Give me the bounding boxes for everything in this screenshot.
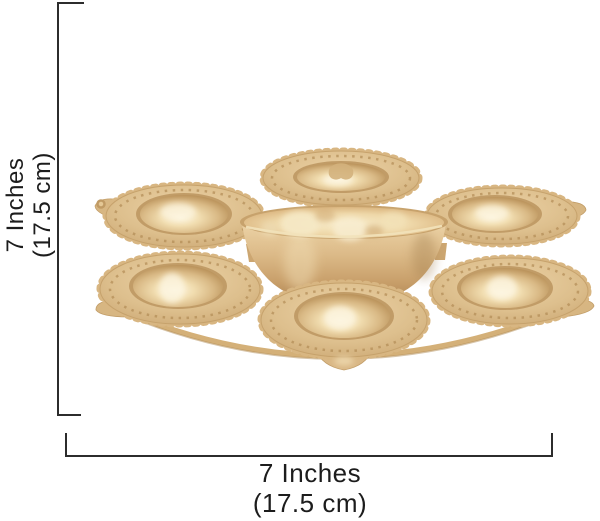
diya-top-right: [423, 184, 587, 248]
horizontal-dimension-line: [65, 455, 553, 457]
diya-top: [259, 147, 423, 209]
diya-spout-knob: [96, 199, 106, 209]
diya-lace-ring: [270, 154, 412, 202]
bowl-body-highlight: [284, 234, 316, 290]
diya-cup-highlight: [487, 276, 517, 300]
vertical-dimension-tick-bottom: [57, 414, 81, 416]
vertical-dimension-tick-top: [57, 2, 84, 4]
diya-cup-highlight: [159, 273, 185, 303]
horizontal-dimension-inches: 7 Inches: [258, 458, 362, 488]
diya-heart-spout: [328, 163, 354, 180]
diya-cup-highlight: [475, 205, 509, 221]
vertical-dimension-inches: 7 Inches: [2, 157, 29, 253]
diya-lace-ring: [269, 287, 419, 353]
diya-lace-ring: [440, 262, 580, 320]
bowl-body-shade: [412, 232, 436, 280]
bowl-reflection: [381, 212, 407, 230]
vertical-dimension-cm: (17.5 cm): [29, 152, 56, 258]
diya-cup-highlight: [160, 203, 196, 221]
diya-spout-highlight: [334, 356, 354, 366]
diya-lace-ring: [434, 191, 570, 241]
diya-bottom-left: [95, 250, 264, 328]
vertical-dimension-label: 7 Inches (17.5 cm): [2, 85, 56, 325]
bowl-reflection: [280, 211, 320, 237]
diya-lace-ring: [108, 258, 252, 320]
diya-bottom-right: [428, 254, 595, 328]
bowl-dimple: [365, 225, 383, 237]
vertical-dimension-line: [57, 2, 59, 416]
horizontal-dimension-label: 7 Inches (17.5 cm): [160, 458, 460, 518]
horizontal-dimension-tick-right: [551, 433, 553, 457]
bowl-front-rim-highlight: [245, 224, 443, 238]
horizontal-dimension-tick-left: [65, 433, 67, 457]
diya-bottom-front: [257, 279, 431, 371]
bowl-reflection: [333, 217, 367, 241]
diya-top-left: [94, 181, 266, 251]
bowl-reflection: [261, 222, 279, 236]
center-bowl: [240, 205, 448, 302]
diya-cup-highlight: [324, 306, 356, 330]
horizontal-dimension-cm: (17.5 cm): [252, 488, 368, 518]
bowl-dimple: [315, 208, 335, 222]
